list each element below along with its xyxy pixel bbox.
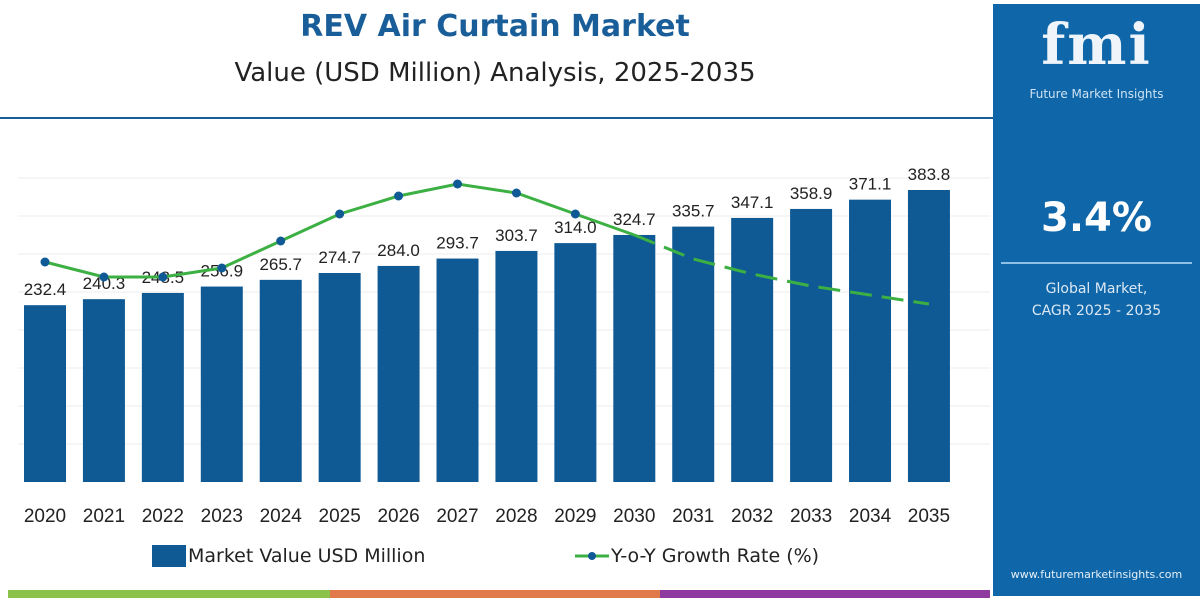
growth-point-2021 [99,272,109,282]
bar-value-label: 303.7 [495,226,538,245]
legend-line-label: Y-o-Y Growth Rate (%) [611,545,820,567]
cagr-divider [1001,262,1192,264]
bar-value-label: 293.7 [436,234,479,253]
bar-value-label: 232.4 [24,280,67,299]
cagr-value: 3.4% [1041,195,1152,241]
cagr-caption-1: Global Market, [1045,281,1148,297]
strip-orange [330,590,660,598]
x-tick-label: 2027 [436,506,478,527]
growth-point-2026 [394,191,404,201]
x-tick-label: 2026 [377,506,419,527]
bar-2023 [200,286,243,482]
x-tick-label: 2023 [201,506,243,527]
bar-2024 [259,279,302,482]
website-link[interactable]: www.futuremarketinsights.com [1010,568,1183,581]
legend-bar-swatch [152,545,186,567]
bar-value-label: 274.7 [318,248,361,267]
fmi-logo: fmi [1041,12,1152,78]
x-tick-label: 2031 [672,506,714,527]
growth-point-2027 [453,179,463,189]
chart-plot: 232.42020240.32021248.52022256.92023265.… [18,165,990,527]
bar-2028 [495,250,538,482]
sidebar-panel: fmi Future Market Insights 3.4% Global M… [993,4,1200,596]
bar-2035 [907,190,950,482]
x-tick-label: 2025 [319,506,361,527]
x-tick-label: 2033 [790,506,832,527]
cagr-caption-2: CAGR 2025 - 2035 [1031,303,1162,319]
chart-title: REV Air Curtain Market [300,9,690,44]
bar-2033 [790,208,833,482]
x-tick-label: 2035 [908,506,950,527]
bar-2022 [141,292,184,482]
growth-line-projected [633,233,930,306]
legend-line: Y-o-Y Growth Rate (%) [575,544,819,568]
growth-point-2024 [276,236,286,246]
growth-point-2023 [217,263,227,273]
bar-2032 [731,217,774,482]
x-tick-label: 2024 [260,506,303,527]
legend-line-swatch [575,552,609,560]
bar-value-label: 314.0 [554,218,597,237]
bar-2034 [849,199,892,482]
chart-subtitle: Value (USD Million) Analysis, 2025-2035 [234,58,756,88]
bar-2020 [24,305,66,482]
bar-value-label: 383.8 [908,165,951,184]
x-tick-label: 2032 [731,506,773,527]
strip-purple [660,590,990,598]
x-tick-label: 2020 [24,506,66,527]
bar-2029 [554,243,597,482]
bar-value-label: 284.0 [377,241,420,260]
bar-value-label: 335.7 [672,202,715,221]
legend-bar: Market Value USD Million [152,544,425,568]
bar-value-label: 240.3 [83,274,126,293]
title-divider [0,117,993,119]
bar-value-label: 265.7 [259,255,302,274]
strip-green [8,590,330,598]
growth-point-2020 [40,257,50,267]
x-tick-label: 2022 [142,506,184,527]
bar-value-label: 324.7 [613,210,656,229]
bar-2021 [82,299,125,482]
bar-2025 [318,273,361,482]
growth-point-2029 [570,209,580,219]
x-tick-label: 2029 [554,506,596,527]
x-tick-label: 2030 [613,506,655,527]
growth-point-2022 [158,272,168,282]
growth-point-2028 [511,188,521,198]
brand-name: Future Market Insights [1029,87,1164,101]
bar-value-label: 358.9 [790,184,833,203]
growth-point-2025 [335,209,345,219]
bar-2031 [672,226,715,482]
bar-2026 [377,265,420,482]
bar-value-label: 347.1 [731,193,774,212]
x-tick-label: 2034 [849,506,892,527]
bar-2027 [436,258,479,482]
bar-2030 [613,234,656,482]
x-tick-label: 2028 [495,506,537,527]
x-tick-label: 2021 [83,506,125,527]
legend-bar-label: Market Value USD Million [188,545,426,567]
bar-value-label: 371.1 [849,175,892,194]
